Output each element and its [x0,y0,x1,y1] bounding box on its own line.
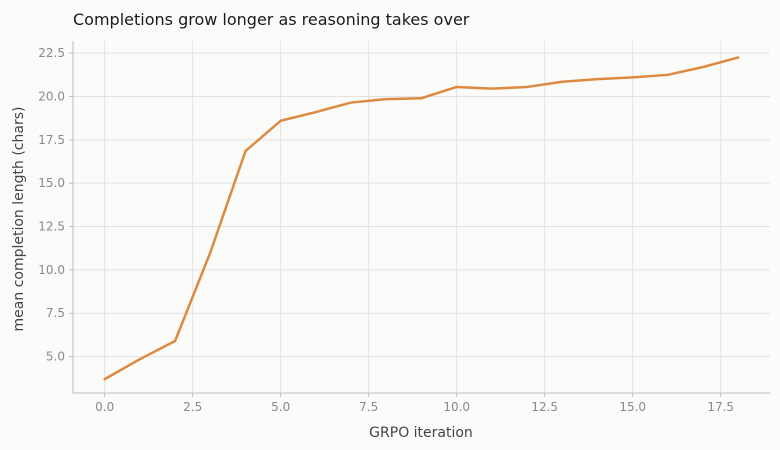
x-tick-label: 7.5 [359,400,378,414]
x-tick-label: 15.0 [619,400,646,414]
x-tick-label: 5.0 [271,400,290,414]
x-tick-label: 2.5 [183,400,202,414]
y-tick-label: 15.0 [38,176,65,190]
x-tick-label: 10.0 [443,400,470,414]
chart-title: Completions grow longer as reasoning tak… [73,10,470,29]
y-tick-label: 12.5 [38,220,65,234]
y-tick-label: 20.0 [38,89,65,103]
y-axis-label: mean completion length (chars) [11,107,27,332]
y-tick-label: 17.5 [38,133,65,147]
axes-layer: 0.0 2.5 5.0 7.5 10.0 12.5 15.0 17.5 5.0 7.5 10.0 12… [38,41,770,414]
series-layer [103,56,740,381]
y-tick-label: 10.0 [38,263,65,277]
x-tick-label: 17.5 [707,400,734,414]
y-tick-label: 7.5 [46,306,65,320]
grid-layer [73,41,770,393]
y-tick-label: 22.5 [38,46,65,60]
x-tick-label: 0.0 [95,400,114,414]
y-tick-label: 5.0 [46,350,65,364]
series-line-0 [103,56,740,381]
x-tick-label: 12.5 [531,400,558,414]
x-axis-label: GRPO iteration [369,425,473,441]
